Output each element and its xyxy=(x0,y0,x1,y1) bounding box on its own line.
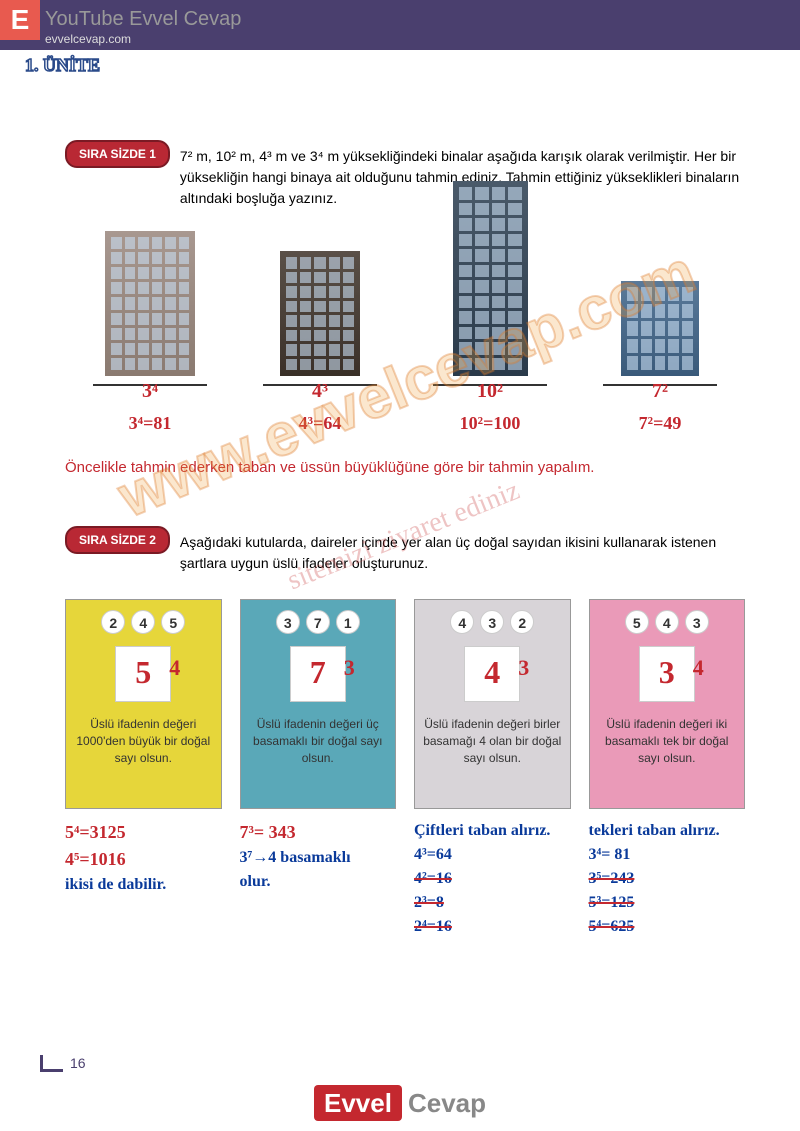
b4-calc: 7²=49 xyxy=(578,413,741,434)
circle-num: 5 xyxy=(161,610,185,634)
youtube-text: YouTube Evvel Cevap xyxy=(45,8,241,31)
answer-box: 54 xyxy=(115,646,171,702)
work-line: 2⁴=16 xyxy=(414,915,571,939)
work-col-1: 5⁴=31254⁵=1016ikisi de dabilir. xyxy=(65,819,222,939)
answer-box: 43 xyxy=(464,646,520,702)
b2-label: 4³ xyxy=(238,380,401,403)
answer-box: 34 xyxy=(639,646,695,702)
b3-label: 10² xyxy=(408,380,571,403)
footer-logo: EvvelCevap xyxy=(314,1088,486,1119)
footer-evvel: Evvel xyxy=(314,1085,402,1121)
building-1 xyxy=(105,231,195,376)
work-col-2: 7³= 3433⁷→4 basamaklıolur. xyxy=(240,819,397,939)
q1-hint: Öncelikle tahmin ederken taban ve üssün … xyxy=(65,459,745,476)
b2-calc: 4³=64 xyxy=(238,413,401,434)
work-line: 3⁵=243 xyxy=(589,867,746,891)
box-desc: Üslü ifadenin değeri 1000'den büyük bir … xyxy=(74,716,213,766)
working-row: 5⁴=31254⁵=1016ikisi de dabilir.7³= 3433⁷… xyxy=(65,819,745,939)
footer-cevap: Cevap xyxy=(408,1088,486,1118)
circle-num: 2 xyxy=(101,610,125,634)
header-bar: E YouTube Evvel Cevap evvelcevap.com xyxy=(0,0,800,50)
box-desc: Üslü ifadenin değeri üç basamaklı bir do… xyxy=(249,716,388,766)
q2-text: Aşağıdaki kutularda, daireler içinde yer… xyxy=(180,532,745,574)
site-logo: E xyxy=(0,0,40,40)
circle-num: 4 xyxy=(450,610,474,634)
page-number: 16 xyxy=(70,1055,86,1071)
building-3 xyxy=(453,181,528,376)
b4-label: 7² xyxy=(578,380,741,403)
building-2 xyxy=(280,251,360,376)
circle-num: 1 xyxy=(336,610,360,634)
circle-num: 4 xyxy=(131,610,155,634)
work-line: 7³= 343 xyxy=(240,819,397,846)
circle-num: 4 xyxy=(655,610,679,634)
b1-calc: 3⁴=81 xyxy=(68,413,231,434)
b3-calc: 10²=100 xyxy=(408,413,571,434)
box-desc: Üslü ifadenin değeri iki basamaklı tek b… xyxy=(598,716,737,766)
work-line: 4³=64 xyxy=(414,843,571,867)
q2-badge: SIRA SİZDE 2 xyxy=(65,526,170,554)
work-line: 5⁴=625 xyxy=(589,915,746,939)
work-col-3: Çiftleri taban alırız.4³=644²=162³=82⁴=1… xyxy=(414,819,571,939)
circle-num: 7 xyxy=(306,610,330,634)
circle-num: 3 xyxy=(276,610,300,634)
buildings-row: 3⁴ 3⁴=81 4³ 4³=64 10² 10²=100 7² 7²=49 xyxy=(65,234,745,434)
work-line: 3⁷→4 basamaklı xyxy=(240,846,397,870)
work-line: 5³=125 xyxy=(589,891,746,915)
work-col-4: tekleri taban alırız.3⁴= 813⁵=2435³=1255… xyxy=(589,819,746,939)
box-1: 245 54 Üslü ifadenin değeri 1000'den büyük… xyxy=(65,599,222,809)
work-line: 5⁴=3125 xyxy=(65,819,222,846)
box-2: 371 73 Üslü ifadenin değeri üç basamaklı b… xyxy=(240,599,397,809)
work-line: ikisi de dabilir. xyxy=(65,873,222,897)
circle-num: 2 xyxy=(510,610,534,634)
work-line: 2³=8 xyxy=(414,891,571,915)
work-line: 4²=16 xyxy=(414,867,571,891)
circle-num: 5 xyxy=(625,610,649,634)
work-note: Çiftleri taban alırız. xyxy=(414,819,571,843)
work-line: 3⁴= 81 xyxy=(589,843,746,867)
q1-badge: SIRA SİZDE 1 xyxy=(65,140,170,168)
circle-num: 3 xyxy=(480,610,504,634)
url-text: evvelcevap.com xyxy=(45,32,131,46)
circle-num: 3 xyxy=(685,610,709,634)
work-line: 4⁵=1016 xyxy=(65,846,222,873)
work-note: tekleri taban alırız. xyxy=(589,819,746,843)
b1-label: 3⁴ xyxy=(68,380,231,403)
boxes-row: 24554Üslü ifadenin değeri 1000'den büyük… xyxy=(65,599,745,809)
answer-box: 73 xyxy=(290,646,346,702)
building-4 xyxy=(621,281,699,376)
box-3: 43243Üslü ifadenin değeri birler basamağ… xyxy=(414,599,571,809)
box-desc: Üslü ifadenin değeri birler basamağı 4 o… xyxy=(423,716,562,766)
box-4: 543 34 Üslü ifadenin değeri iki basamaklı … xyxy=(589,599,746,809)
work-line: olur. xyxy=(240,870,397,894)
unit-badge: 1. ÜNİTE xyxy=(25,55,100,76)
